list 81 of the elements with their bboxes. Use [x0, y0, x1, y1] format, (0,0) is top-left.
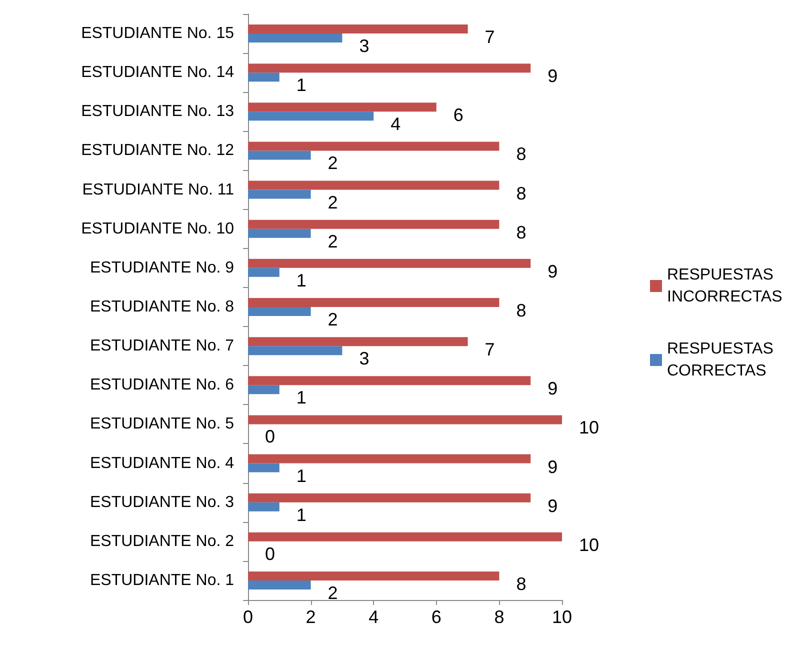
data-label: 2 [328, 231, 338, 252]
y-tick-label: ESTUDIANTE No. 5 [90, 416, 234, 433]
bar [248, 24, 468, 34]
data-label: 3 [359, 348, 370, 369]
data-label: 1 [296, 270, 306, 290]
data-label: 6 [453, 105, 464, 126]
y-tick-label: ESTUDIANTE No. 7 [90, 338, 234, 355]
bar [248, 493, 531, 502]
bar [248, 376, 531, 386]
bar [248, 180, 500, 190]
bar [248, 102, 436, 112]
x-tick-label: 8 [494, 607, 504, 627]
bar [248, 454, 531, 464]
y-tick-label: ESTUDIANTE No. 2 [90, 532, 234, 550]
bar [248, 228, 311, 238]
bar [248, 64, 531, 73]
data-label: 9 [548, 66, 558, 86]
bar [248, 532, 562, 542]
legend-label: RESPUESTAS CORRECTAS [667, 340, 778, 380]
data-label: 2 [328, 582, 338, 603]
bar [248, 502, 280, 512]
data-label: 7 [484, 340, 495, 360]
bar [248, 220, 500, 229]
bar [248, 337, 468, 346]
bar [248, 346, 342, 356]
data-label: 8 [516, 222, 526, 242]
data-label: 8 [516, 300, 526, 320]
legend-label: RESPUESTAS INCORRECTAS [667, 266, 782, 306]
bar [248, 72, 280, 82]
bar [248, 580, 311, 590]
bar [248, 307, 311, 316]
bar [248, 142, 500, 151]
data-label: 2 [328, 310, 338, 330]
data-label: 8 [516, 144, 526, 164]
data-label: 0 [265, 426, 276, 447]
data-label: 3 [359, 36, 370, 56]
y-tick-label: ESTUDIANTE No. 4 [90, 454, 234, 472]
y-tick-label: ESTUDIANTE No. 9 [90, 259, 234, 276]
bar [248, 463, 280, 472]
data-label: 8 [516, 574, 526, 594]
bar [248, 112, 374, 121]
bar [248, 190, 311, 199]
data-label: 1 [296, 466, 306, 486]
bar [248, 34, 342, 43]
y-tick-label: ESTUDIANTE No. 11 [82, 181, 234, 198]
y-tick-label: ESTUDIANTE No. 12 [81, 142, 234, 160]
data-label: 10 [579, 534, 600, 555]
data-label: 2 [328, 192, 338, 212]
data-label: 8 [516, 183, 526, 204]
data-label: 7 [484, 27, 495, 48]
x-tick-label: 2 [306, 607, 316, 627]
y-tick-label: ESTUDIANTE No. 14 [81, 64, 234, 82]
data-label: 10 [579, 418, 600, 438]
x-tick-label: 6 [431, 607, 442, 627]
y-tick-label: ESTUDIANTE No. 10 [81, 220, 234, 238]
data-label: 1 [296, 75, 306, 96]
data-label: 9 [548, 378, 558, 399]
data-label: 0 [265, 544, 276, 564]
bar [248, 571, 500, 580]
data-label: 2 [328, 153, 338, 174]
data-label: 9 [548, 496, 558, 516]
data-label: 9 [548, 456, 558, 477]
y-tick-label: ESTUDIANTE No. 8 [90, 298, 234, 316]
y-tick-label: ESTUDIANTE No. 1 [90, 572, 234, 589]
y-tick-label: ESTUDIANTE No. 3 [90, 494, 234, 511]
x-tick-label: 10 [552, 607, 572, 627]
x-tick-label: 0 [242, 607, 254, 627]
data-label: 1 [296, 388, 306, 408]
bar [248, 268, 280, 277]
bar [248, 258, 531, 268]
y-tick-label: ESTUDIANTE No. 6 [90, 376, 234, 394]
data-label: 4 [390, 114, 401, 134]
x-tick-label: 4 [368, 607, 379, 627]
bar [248, 150, 311, 160]
bar [248, 385, 280, 394]
data-label: 1 [296, 504, 306, 525]
y-tick-label: ESTUDIANTE No. 15 [81, 25, 234, 42]
data-label: 9 [548, 261, 558, 282]
bar [248, 298, 500, 307]
y-tick-label: ESTUDIANTE No. 13 [81, 103, 234, 120]
bar [248, 415, 562, 424]
